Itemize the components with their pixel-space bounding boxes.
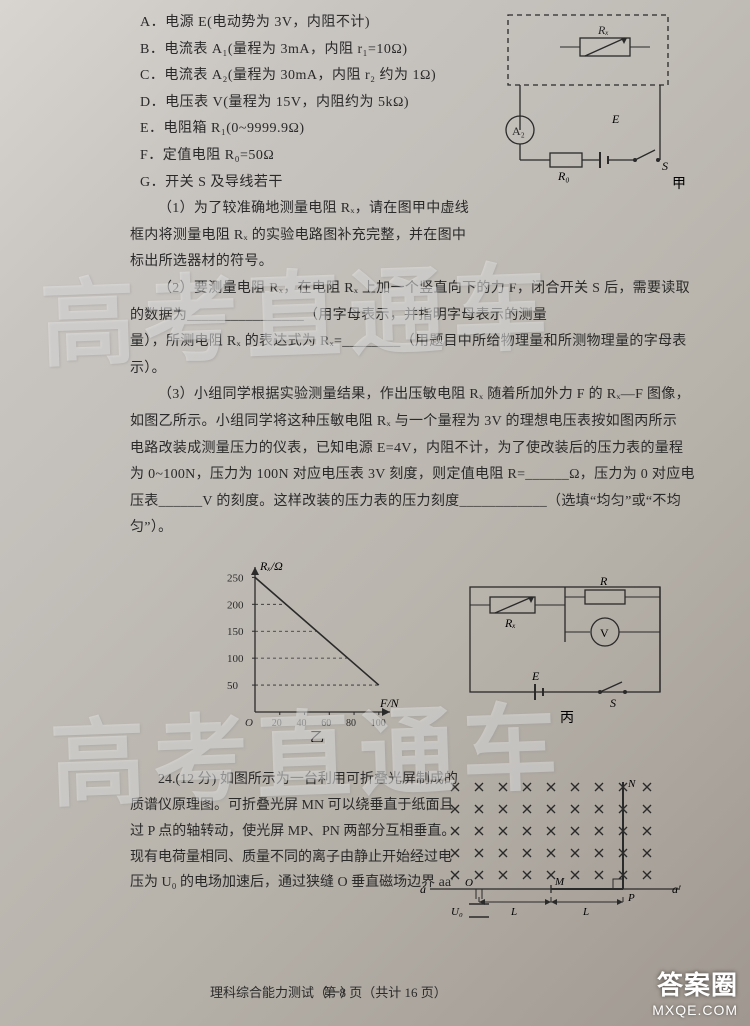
svg-text:L: L — [582, 906, 589, 918]
svg-text:50: 50 — [227, 680, 239, 692]
svg-text:F/N: F/N — [379, 696, 400, 710]
svg-text:R: R — [599, 574, 608, 588]
svg-text:O: O — [245, 717, 253, 729]
para-1c: 标出所选器材的符号。 — [130, 249, 700, 276]
svg-text:Rₓ: Rₓ — [504, 616, 516, 630]
para-2b: 的数据为________________（用字母表示，并指明字母表示的测量 — [130, 303, 700, 330]
para-1b: 框内将测量电阻 Rₓ 的实验电路图补充完整，并在图中 — [130, 223, 700, 250]
svg-text:U₀: U₀ — [451, 906, 463, 918]
svg-text:40: 40 — [297, 718, 307, 729]
badge-title: 答案圈 — [652, 965, 738, 1002]
svg-text:100: 100 — [227, 653, 244, 665]
svg-text:80: 80 — [346, 718, 356, 729]
svg-text:N: N — [627, 778, 636, 790]
circuit-jia: Rₓ A₂ R₀ E S — [490, 10, 690, 180]
svg-text:M: M — [554, 876, 565, 888]
svg-text:S: S — [662, 159, 668, 173]
svg-text:100: 100 — [371, 718, 386, 729]
circuit-bing: Rₓ R V E — [450, 572, 680, 722]
badge-url: MXQE.COM — [652, 1002, 738, 1018]
svg-text:甲: 甲 — [672, 177, 686, 190]
svg-text:O: O — [465, 877, 473, 889]
svg-text:Rₓ: Rₓ — [597, 23, 609, 37]
svg-text:a′: a′ — [672, 882, 681, 896]
svg-text:E: E — [611, 112, 620, 126]
svg-text:150: 150 — [227, 626, 244, 638]
svg-text:E: E — [531, 669, 540, 683]
svg-text:250: 250 — [227, 572, 244, 584]
para-2a: （2）要测量电阻 Rₓ，在电阻 Rₓ 上加一个竖直向下的力 F，闭合开关 S 后… — [130, 276, 700, 303]
svg-text:V: V — [600, 626, 609, 640]
svg-text:Rₓ/Ω: Rₓ/Ω — [259, 559, 283, 573]
graph-rx-f: 5010015020025020406080100ORₓ/ΩF/N乙 — [210, 552, 410, 732]
svg-text:L: L — [510, 906, 517, 918]
svg-text:a: a — [420, 882, 426, 896]
svg-text:A₂: A₂ — [512, 124, 525, 138]
para-3b: 如图乙所示。小组同学将这种压敏电阻 Rₓ 与一个量程为 3V 的理想电压表按如图… — [130, 409, 700, 436]
para-1a: （1）为了较准确地测量电阻 Rₓ，请在图甲中虚线 — [130, 196, 700, 223]
footer-left: 理科综合能力测试（一） — [210, 981, 353, 1006]
para-3f: 匀”）。 — [130, 515, 700, 542]
para-3c: 电路改装成测量压力的仪表，已知电源 E=4V，内阻不计，为了使改装后的压力表的量… — [130, 436, 700, 463]
svg-text:丙: 丙 — [560, 711, 574, 726]
mass-spec-diagram: a a′ O U₀ M P N L L — [410, 772, 690, 922]
svg-text:200: 200 — [227, 599, 244, 611]
svg-text:S: S — [610, 696, 616, 710]
svg-text:20: 20 — [272, 718, 282, 729]
para-3a: （3）小组同学根据实验测量结果，作出压敏电阻 Rₓ 随着所加外力 F 的 Rₓ—… — [130, 382, 700, 409]
svg-text:P: P — [627, 892, 635, 904]
svg-text:乙: 乙 — [310, 730, 324, 742]
svg-text:R₀: R₀ — [557, 169, 570, 183]
badge: 答案圈 MXQE.COM — [652, 965, 738, 1018]
svg-text:60: 60 — [321, 718, 331, 729]
para-3e: 压表______V 的刻度。这样改装的压力表的压力刻度____________（… — [130, 489, 700, 516]
para-3d: 为 0~100N，压力为 100N 对应电压表 3V 刻度，则定值电阻 R=__… — [130, 462, 700, 489]
para-2c: 量），所测电阻 Rₓ 的表达式为 Rₓ=________（用题目中所给物理量和所… — [130, 329, 700, 382]
